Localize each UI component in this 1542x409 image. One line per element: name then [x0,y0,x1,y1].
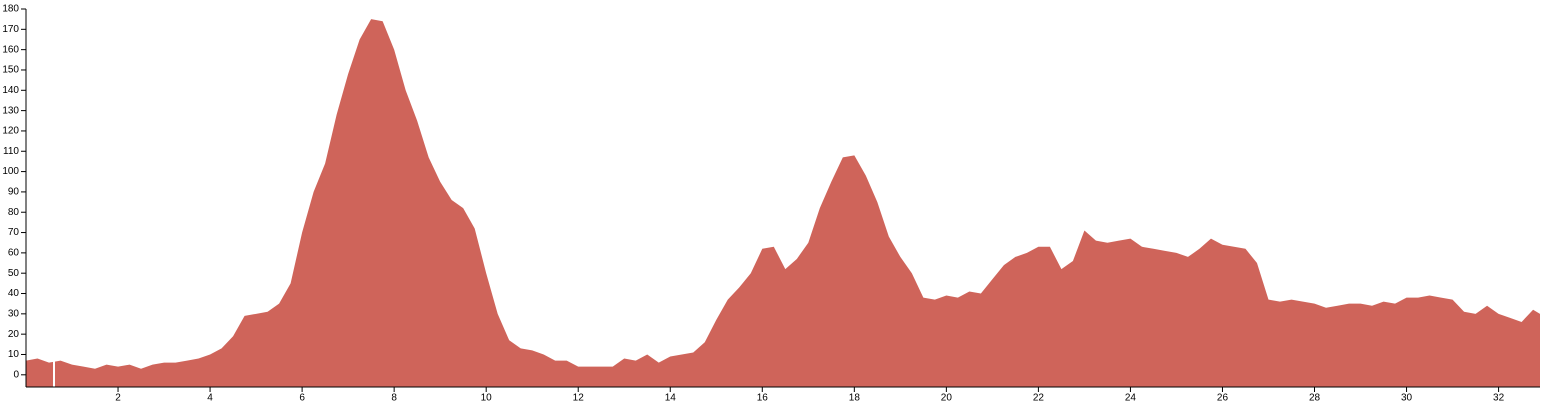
y-tick-label: 80 [8,207,20,218]
y-tick-label: 120 [2,126,19,137]
x-tick-label: 12 [573,393,585,404]
y-tick-label: 70 [8,227,20,238]
y-tick-label: 20 [8,329,20,340]
x-tick-label: 22 [1033,393,1045,404]
y-tick-label: 140 [2,85,19,96]
y-tick-label: 160 [2,44,19,55]
x-tick-label: 26 [1217,393,1229,404]
x-tick-label: 28 [1309,393,1321,404]
y-tick-label: 60 [8,248,20,259]
x-tick-label: 16 [757,393,769,404]
x-tick-label: 6 [299,393,305,404]
y-tick-label: 110 [3,146,19,157]
x-tick-label: 8 [391,393,397,404]
y-tick-label: 50 [8,268,20,279]
x-tick-label: 4 [207,393,213,404]
x-tick-label: 30 [1401,393,1413,404]
x-tick-label: 10 [481,393,493,404]
x-tick-label: 20 [941,393,953,404]
x-tick-label: 18 [849,393,861,404]
y-tick-label: 10 [8,349,20,360]
x-tick-label: 24 [1125,393,1137,404]
y-tick-label: 0 [13,369,19,380]
y-tick-label: 130 [2,105,19,116]
area [26,19,1540,388]
y-tick-label: 90 [8,187,20,198]
x-tick-label: 14 [665,393,677,404]
y-tick-label: 40 [8,288,20,299]
x-tick-label: 2 [115,393,121,404]
y-tick-label: 150 [2,65,19,76]
x-tick-label: 32 [1493,393,1505,404]
y-tick-label: 180 [2,4,19,15]
y-tick-label: 100 [2,166,19,177]
y-tick-label: 170 [2,24,19,35]
y-tick-label: 30 [8,308,20,319]
